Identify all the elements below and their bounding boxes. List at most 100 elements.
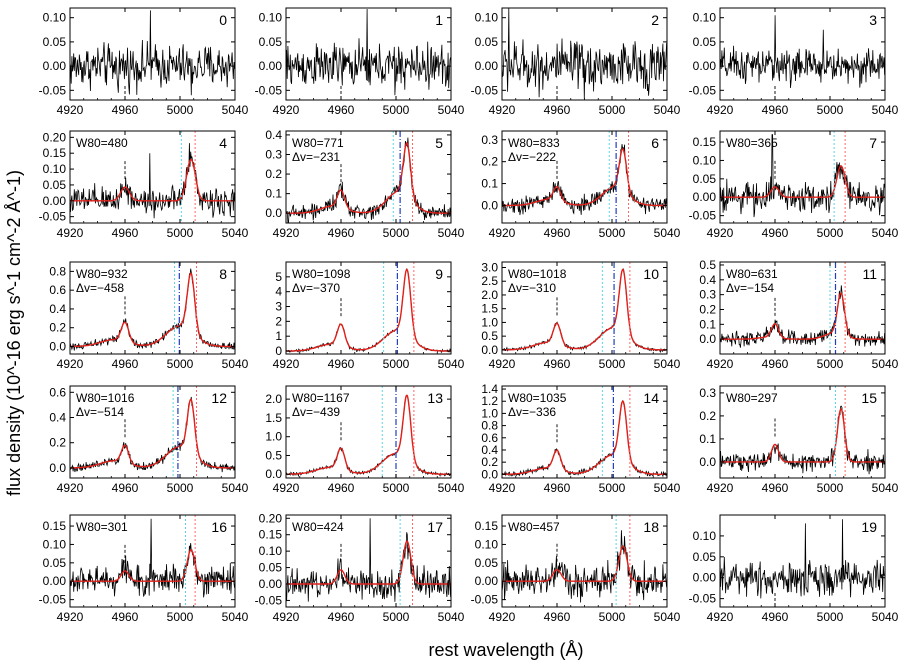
x-tick-label-5-5040: 5040 (438, 226, 465, 240)
x-tick-label-8-4960: 4960 (112, 357, 139, 371)
y-tick-label-6-0: 0.0 (481, 198, 498, 212)
y-tick-label-8-2: 0.4 (49, 302, 66, 316)
y-tick-label-11-1: 0.1 (699, 317, 716, 331)
y-tick-label-13-2: 1.0 (265, 430, 282, 444)
dv-annotation-13: Δv=−439 (292, 405, 340, 419)
w80-annotation-15: W80=297 (726, 391, 778, 405)
y-tick-label-16-2: 0.05 (43, 556, 67, 570)
x-tick-label-16-5040: 5040 (222, 610, 249, 624)
spectrum-line-4 (70, 143, 235, 219)
panel-15: 4920 4960 5000 5040 0.0 0.1 0.2 0.3 15 W80=297 (699, 385, 899, 495)
y-tick-label-10-6: 3.0 (481, 260, 498, 274)
panel-0: 4920 4960 5000 5040 -0.05 0.00 0.05 0.10 0 (39, 7, 249, 117)
y-tick-label-15-3: 0.3 (699, 386, 716, 400)
x-tick-label-18-5000: 5000 (599, 610, 626, 624)
y-tick-label-1-0: -0.05 (255, 83, 283, 97)
model-fit-15 (720, 408, 885, 463)
y-tick-label-7-4: 0.15 (693, 135, 717, 149)
x-tick-label-2-4920: 4920 (489, 103, 516, 117)
x-tick-label-13-5000: 5000 (383, 481, 410, 495)
y-tick-label-6-2: 0.2 (481, 155, 498, 169)
y-tick-label-16-4: 0.15 (43, 519, 67, 533)
model-fit-10 (502, 268, 667, 351)
x-tick-label-0-5000: 5000 (167, 103, 194, 117)
y-tick-label-0-1: 0.00 (43, 59, 67, 73)
y-tick-label-13-3: 1.5 (265, 411, 282, 425)
x-tick-label-13-4960: 4960 (328, 481, 355, 495)
x-tick-label-16-4960: 4960 (112, 610, 139, 624)
panel-number-19: 19 (861, 519, 877, 535)
y-tick-label-3-1: 0.00 (693, 59, 717, 73)
model-fit-6 (502, 148, 667, 207)
y-tick-label-19-0: -0.05 (689, 592, 717, 606)
y-tick-label-8-4: 0.8 (49, 264, 66, 278)
y-tick-label-14-6: 1.2 (481, 394, 498, 408)
x-tick-label-4-4920: 4920 (57, 226, 84, 240)
x-tick-label-14-4960: 4960 (544, 481, 571, 495)
x-tick-label-4-5000: 5000 (167, 226, 194, 240)
y-tick-label-2-1: 0.00 (475, 59, 499, 73)
w80-annotation-12: W80=1016 (76, 391, 135, 405)
x-tick-label-17-5000: 5000 (383, 610, 410, 624)
x-tick-label-10-4960: 4960 (544, 357, 571, 371)
panel-number-11: 11 (862, 266, 877, 282)
spectrum-line-12 (70, 396, 235, 473)
x-tick-label-17-4960: 4960 (328, 610, 355, 624)
y-tick-label-3-3: 0.10 (693, 11, 717, 25)
w80-annotation-10: W80=1018 (508, 267, 567, 281)
x-tick-label-5-5000: 5000 (383, 226, 410, 240)
x-tick-label-0-5040: 5040 (222, 103, 249, 117)
y-tick-label-16-1: 0.00 (43, 574, 67, 588)
x-tick-label-1-4920: 4920 (273, 103, 300, 117)
w80-annotation-13: W80=1167 (292, 391, 350, 405)
panel-number-16: 16 (211, 519, 227, 535)
dv-annotation-10: Δv=−310 (508, 281, 556, 295)
panel-number-14: 14 (643, 390, 659, 406)
x-tick-label-3-4960: 4960 (762, 103, 789, 117)
x-tick-label-8-4920: 4920 (57, 357, 84, 371)
y-tick-label-14-2: 0.4 (481, 443, 498, 457)
y-tick-label-6-1: 0.1 (481, 177, 498, 191)
y-tick-label-4-1: 0.00 (43, 194, 67, 208)
x-tick-label-11-4960: 4960 (762, 357, 789, 371)
y-tick-label-2-2: 0.05 (475, 35, 499, 49)
x-tick-label-18-4960: 4960 (544, 610, 571, 624)
spectrum-line-3 (720, 15, 885, 89)
y-tick-label-17-2: 0.05 (259, 561, 283, 575)
w80-annotation-6: W80=833 (508, 136, 560, 150)
model-fit-12 (70, 398, 235, 469)
x-tick-label-3-5040: 5040 (872, 103, 899, 117)
y-tick-label-9-1: 1 (275, 329, 282, 343)
y-tick-label-7-0: -0.05 (689, 209, 717, 223)
x-tick-label-14-5040: 5040 (654, 481, 681, 495)
x-tick-label-16-5000: 5000 (167, 610, 194, 624)
dv-annotation-5: Δv=−231 (292, 150, 340, 164)
panel-16: 4920 4960 5000 5040 -0.05 0.00 0.05 0.10 0.15 16 W… (39, 514, 249, 624)
y-tick-label-7-3: 0.10 (693, 153, 717, 167)
panel-11: 4920 4960 5000 5040 0.00.10.20.30.40.5 11 W80=… (699, 258, 898, 371)
y-tick-label-14-3: 0.6 (481, 431, 498, 445)
model-fit-17 (286, 540, 451, 585)
panel-7: 4920 4960 5000 5040 -0.05 0.00 0.05 0.10 0.15 7 W8… (689, 130, 899, 240)
y-tick-label-9-0: 0 (275, 344, 282, 358)
panel-1: 4920 4960 5000 5040 -0.05 0.00 0.05 0.10 1 (255, 7, 465, 117)
y-tick-label-14-4: 0.8 (481, 419, 498, 433)
y-tick-label-9-3: 3 (275, 300, 282, 314)
y-tick-label-11-5: 0.5 (699, 258, 716, 272)
x-tick-label-19-5040: 5040 (872, 610, 899, 624)
x-tick-label-13-5040: 5040 (438, 481, 465, 495)
panel-number-3: 3 (869, 12, 877, 28)
w80-annotation-18: W80=457 (508, 520, 560, 534)
x-tick-label-7-4920: 4920 (707, 226, 734, 240)
panel-3: 4920 4960 5000 5040 -0.05 0.00 0.05 0.10 3 (689, 7, 899, 117)
spectrum-line-2 (502, 8, 667, 100)
x-tick-label-7-5040: 5040 (872, 226, 899, 240)
y-tick-label-9-2: 2 (275, 314, 282, 328)
dv-annotation-8: Δv=−458 (76, 281, 124, 295)
panel-number-1: 1 (435, 12, 443, 28)
x-tick-label-19-4960: 4960 (762, 610, 789, 624)
panel-number-9: 9 (435, 266, 443, 282)
panel-8: 4920 4960 5000 5040 0.0 0.2 0.4 0.6 0.8 8 W80=932Δ… (49, 261, 249, 371)
x-tick-label-12-5000: 5000 (167, 481, 194, 495)
